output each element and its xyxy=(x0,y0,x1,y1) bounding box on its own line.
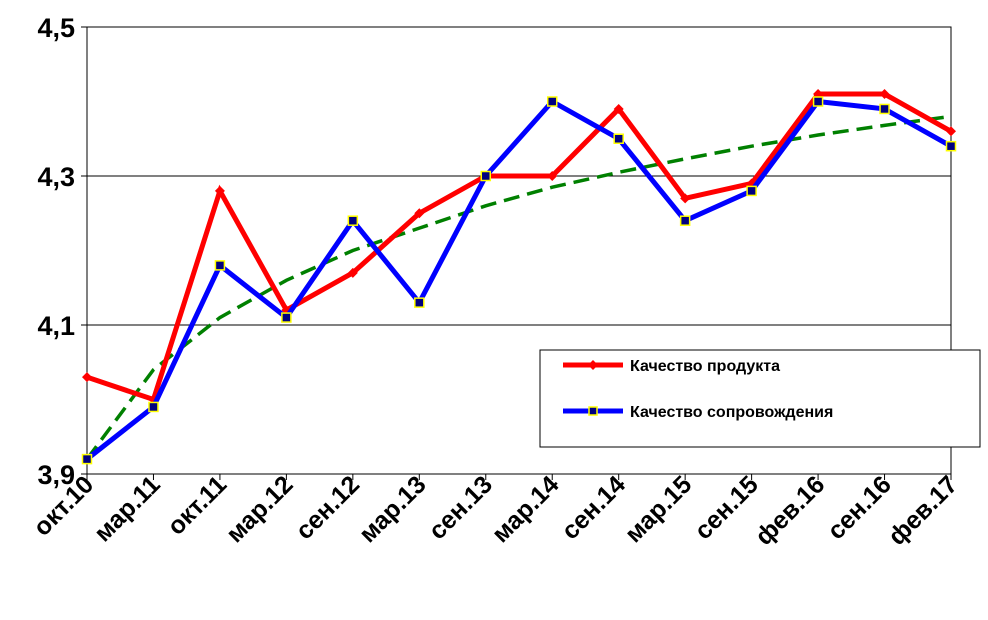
series-line-1 xyxy=(85,98,953,462)
series-group xyxy=(81,89,957,465)
x-tick-label: фев.16 xyxy=(750,470,830,550)
data-point xyxy=(148,401,159,413)
data-point xyxy=(414,208,425,219)
y-tick-label: 4,3 xyxy=(37,162,75,192)
legend-label-product: Качество продукта xyxy=(630,358,780,375)
x-tick-label: мар.13 xyxy=(354,470,432,548)
legend-label-support: Качество сопровождения xyxy=(630,404,833,421)
data-point xyxy=(945,140,957,152)
trendline xyxy=(85,114,952,461)
data-point xyxy=(879,103,890,115)
data-point xyxy=(480,170,492,182)
y-tick-label: 4,5 xyxy=(37,13,75,43)
data-point xyxy=(613,133,624,144)
trendline-group xyxy=(85,114,952,461)
series-line-0 xyxy=(86,91,953,403)
data-point xyxy=(347,267,358,278)
data-point xyxy=(81,453,93,465)
data-point xyxy=(414,297,425,308)
data-point xyxy=(281,312,292,323)
x-tick-label: фев.17 xyxy=(883,470,963,550)
legend-marker-support xyxy=(588,406,598,416)
data-point xyxy=(879,89,890,100)
data-point xyxy=(812,96,824,107)
x-axis-ticks: окт.10мар.11окт.11мар.12сен.12мар.13сен.… xyxy=(28,470,963,550)
x-tick-label: мар.14 xyxy=(487,470,565,548)
data-point xyxy=(946,126,956,137)
data-point xyxy=(680,193,691,204)
x-tick-label: мар.15 xyxy=(620,470,698,548)
legend-marker-product xyxy=(588,360,598,370)
data-point xyxy=(547,171,558,181)
data-point xyxy=(214,260,226,271)
y-tick-label: 4,1 xyxy=(37,311,75,341)
y-tick-label: 3,9 xyxy=(37,460,75,490)
y-axis-ticks: 3,9 4,1 4,3 4,5 xyxy=(37,13,87,490)
legend: Качество продукта Качество сопровождения xyxy=(539,349,981,448)
x-tick-label: мар.11 xyxy=(89,470,166,547)
x-tick-label: мар.12 xyxy=(221,470,299,548)
data-point xyxy=(214,185,225,196)
data-point xyxy=(546,96,558,107)
data-point xyxy=(347,215,359,226)
x-tick-label: сен.12 xyxy=(290,470,365,545)
data-point xyxy=(746,185,757,197)
x-tick-label: сен.14 xyxy=(556,470,631,545)
x-tick-label: сен.13 xyxy=(423,470,498,545)
data-point xyxy=(82,372,92,383)
data-point xyxy=(613,103,624,114)
data-point xyxy=(679,215,691,226)
